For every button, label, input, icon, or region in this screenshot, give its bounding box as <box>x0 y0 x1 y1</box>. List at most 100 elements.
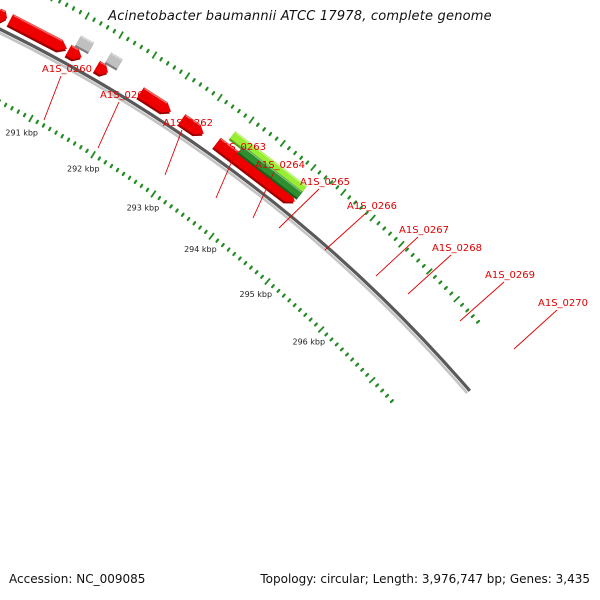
upper-tick-mark <box>112 28 117 34</box>
scale-tick-mark <box>345 352 349 357</box>
scale-tick-mark <box>350 357 355 362</box>
scale-tick-mark <box>54 130 58 135</box>
scale-tick-mark <box>389 399 394 404</box>
scale-label: 294 kbp <box>184 245 217 254</box>
upper-tick-mark <box>425 267 433 275</box>
upper-tick-mark <box>470 314 475 319</box>
scale-tick-mark <box>375 383 380 388</box>
gene-leader-line <box>278 188 320 229</box>
cds-arrow <box>92 60 109 77</box>
scale-tick-mark <box>109 163 114 169</box>
scale-tick-mark <box>329 337 334 342</box>
scale-tick-mark <box>103 160 108 165</box>
upper-tick-mark <box>146 48 150 54</box>
gene-labels: A1S_0260 A1S_0261 A1S_0262 A1S_0263 A1S_0264… <box>42 64 588 309</box>
scale-tick-mark <box>208 232 215 241</box>
scale-tick-mark <box>317 325 325 334</box>
upper-tick-mark <box>248 116 255 124</box>
cds-arrow-body <box>65 44 82 60</box>
upper-tick-mark <box>237 108 241 114</box>
scale-tick-mark <box>260 274 264 279</box>
cds-arrow-highlight <box>100 61 106 66</box>
upper-tick-mark <box>287 146 291 151</box>
scale-tick-mark <box>16 109 20 114</box>
upper-tick-mark <box>443 286 448 290</box>
upper-tick-mark <box>71 6 76 11</box>
scale-tick-mark <box>281 293 286 298</box>
gene-label: A1S_0261 <box>100 90 150 101</box>
scale-tick-mark <box>60 134 65 139</box>
gene-block-body <box>238 145 303 199</box>
scale-tick-mark <box>180 212 185 217</box>
cds-arrow-highlight <box>1 9 6 13</box>
upper-tick-mark <box>299 155 304 160</box>
upper-tick-mark <box>293 150 297 156</box>
gene-leader-line <box>513 309 558 350</box>
scale-tick-mark <box>133 179 138 184</box>
scale-tick-mark <box>249 265 253 270</box>
upper-tick-mark <box>274 136 279 141</box>
upper-tick-mark <box>50 0 53 2</box>
upper-tick-mark <box>139 44 143 50</box>
scale-label: 293 kbp <box>127 203 160 212</box>
scale-tick-mark <box>215 238 220 243</box>
upper-tick-mark <box>58 0 62 4</box>
gene-label: A1S_0268 <box>432 243 482 254</box>
upper-tick-mark <box>340 188 347 196</box>
upper-tick-mark <box>432 274 437 279</box>
scale-tick-mark <box>276 288 281 293</box>
gene-leader-line <box>407 254 452 295</box>
upper-tick-mark <box>105 25 110 30</box>
upper-tick-mark <box>388 231 392 236</box>
upper-tick-mark <box>416 258 421 263</box>
upper-tick-mark <box>359 205 363 210</box>
cds-arrow-highlight <box>185 115 201 126</box>
upper-tick-mark <box>262 127 266 132</box>
gene-block-highlight <box>111 53 122 61</box>
upper-tick-mark <box>453 295 461 303</box>
cds-arrow-body <box>213 137 295 202</box>
backbone-outer <box>0 27 472 392</box>
upper-tick-mark <box>364 210 369 215</box>
upper-tick-mark <box>192 77 196 83</box>
upper-tick-mark <box>323 175 328 180</box>
gene-label: A1S_0263 <box>216 142 266 153</box>
upper-tick-mark <box>184 72 191 80</box>
upper-tick-mark <box>166 61 170 66</box>
gene-leader-line <box>459 281 505 322</box>
scale-tick-mark <box>115 167 120 173</box>
cds-arrow-highlight <box>143 88 168 104</box>
scale-tick-mark <box>127 175 132 181</box>
upper-tick-mark <box>211 90 216 96</box>
scale-tick-mark <box>334 342 339 347</box>
upper-tick-mark <box>279 139 286 148</box>
scale-tick-mark <box>313 322 318 327</box>
scale-tick-mark <box>163 200 167 205</box>
gene-block <box>104 52 123 71</box>
upper-tick-mark <box>99 21 103 26</box>
scale-label: 291 kbp <box>5 129 38 138</box>
scale-tick-mark <box>90 150 96 159</box>
scale-tick-mark <box>339 347 344 352</box>
upper-tick-mark <box>151 51 158 59</box>
gene-leader-line <box>43 75 62 121</box>
gene-block-body <box>75 35 95 53</box>
gene-block-body <box>105 52 123 69</box>
upper-tick-mark <box>393 236 398 241</box>
gene-label: A1S_0265 <box>300 177 350 188</box>
upper-tick-mark <box>317 170 322 175</box>
scale-tick-mark <box>28 114 34 123</box>
gene-block-highlight <box>235 132 306 187</box>
upper-tick-mark <box>198 82 203 87</box>
scale-tick-mark <box>192 221 197 226</box>
upper-tick-mark <box>78 9 83 15</box>
scale-tick-mark <box>292 303 297 308</box>
upper-tick-mark <box>268 131 273 137</box>
gene-features <box>0 8 307 204</box>
scale-tick-mark <box>97 156 102 161</box>
upper-tick-mark <box>460 302 465 307</box>
upper-tick-mark <box>224 99 228 105</box>
cds-arrow-body <box>178 114 204 135</box>
upper-tick-mark <box>243 113 248 118</box>
